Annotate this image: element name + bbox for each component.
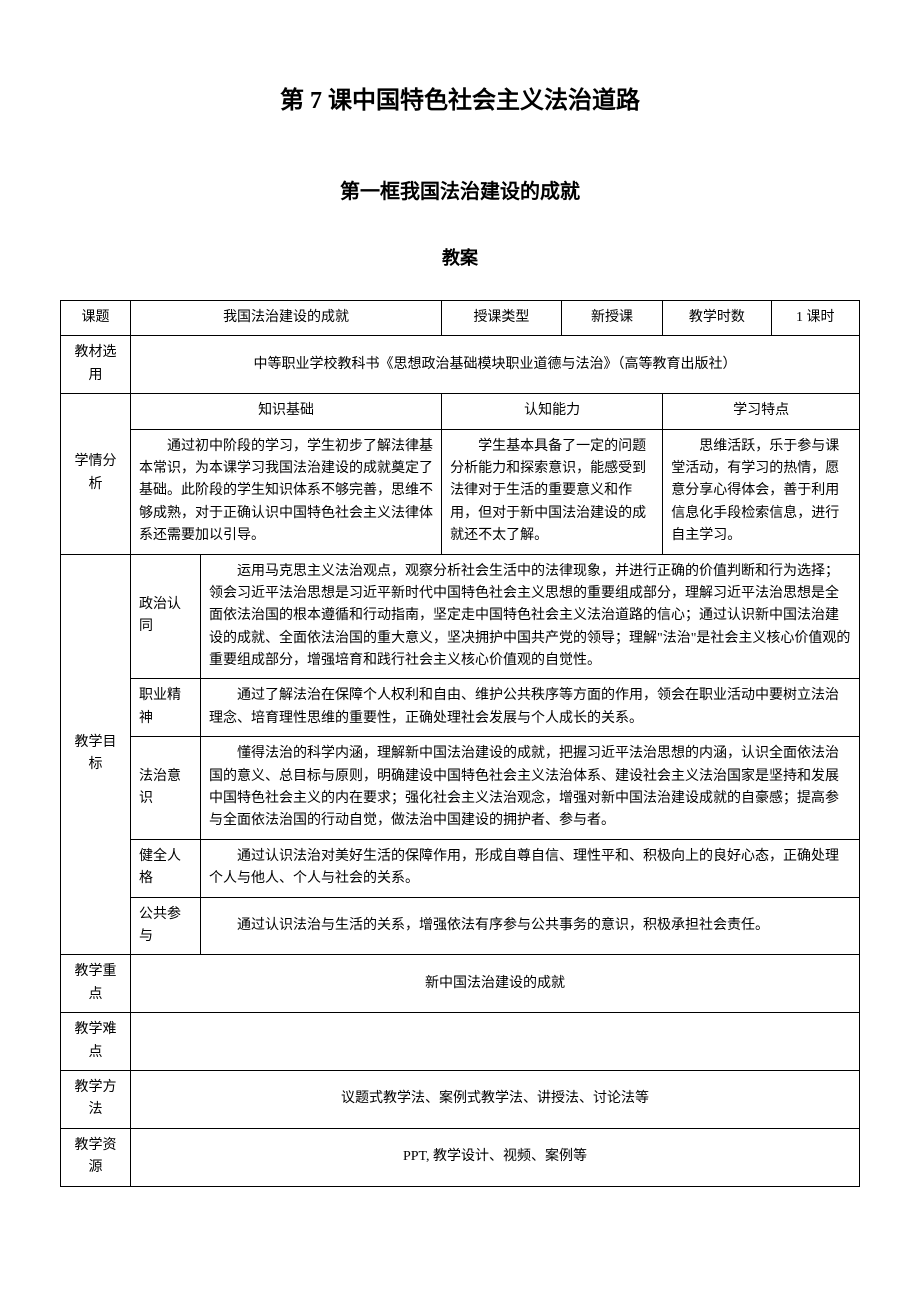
cell-textbook-value: 中等职业学校教科书《思想政治基础模块职业道德与法治》（高等教育出版社） xyxy=(131,336,860,394)
cell-cognition-content: 学生基本具备了一定的问题分析能力和探索意识，能感受到法律对于生活的重要意义和作用… xyxy=(442,429,663,554)
cell-topic-label: 课题 xyxy=(61,301,131,336)
cell-hours-label: 教学时数 xyxy=(663,301,771,336)
cell-participation-content: 通过认识法治与生活的关系，增强依法有序参与公共事务的意识，积极承担社会责任。 xyxy=(201,897,860,955)
cell-personality-content: 通过认识法治对美好生活的保障作用，形成自尊自信、理性平和、积极向上的良好心态，正… xyxy=(201,839,860,897)
cell-hours-value: 1 课时 xyxy=(771,301,859,336)
row-focus: 教学重点 新中国法治建设的成就 xyxy=(61,955,860,1013)
row-textbook: 教材选用 中等职业学校教科书《思想政治基础模块职业道德与法治》（高等教育出版社） xyxy=(61,336,860,394)
cell-analysis-label: 学情分析 xyxy=(61,394,131,554)
cell-personality-label: 健全人格 xyxy=(131,839,201,897)
cell-resources-content: PPT, 教学设计、视频、案例等 xyxy=(131,1128,860,1186)
cell-political-label: 政治认同 xyxy=(131,554,201,679)
cell-resources-label: 教学资源 xyxy=(61,1128,131,1186)
cell-topic-value: 我国法治建设的成就 xyxy=(131,301,442,336)
cell-cognition-header: 认知能力 xyxy=(442,394,663,429)
cell-participation-label: 公共参与 xyxy=(131,897,201,955)
cell-legal-content: 懂得法治的科学内涵，理解新中国法治建设的成就，把握习近平法治思想的内涵，认识全面… xyxy=(201,737,860,840)
row-goal-personality: 健全人格 通过认识法治对美好生活的保障作用，形成自尊自信、理性平和、积极向上的良… xyxy=(61,839,860,897)
lesson-plan-table: 课题 我国法治建设的成就 授课类型 新授课 教学时数 1 课时 教材选用 中等职… xyxy=(60,300,860,1187)
row-analysis-content: 通过初中阶段的学习，学生初步了解法律基本常识，为本课学习我国法治建设的成就奠定了… xyxy=(61,429,860,554)
cell-learning-header: 学习特点 xyxy=(663,394,860,429)
cell-type-label: 授课类型 xyxy=(442,301,562,336)
cell-legal-label: 法治意识 xyxy=(131,737,201,840)
row-goal-legal: 法治意识 懂得法治的科学内涵，理解新中国法治建设的成就，把握习近平法治思想的内涵… xyxy=(61,737,860,840)
cell-focus-label: 教学重点 xyxy=(61,955,131,1013)
cell-focus-content: 新中国法治建设的成就 xyxy=(131,955,860,1013)
cell-professional-label: 职业精神 xyxy=(131,679,201,737)
cell-goals-label: 教学目标 xyxy=(61,554,131,955)
cell-methods-label: 教学方法 xyxy=(61,1070,131,1128)
cell-difficulty-content xyxy=(131,1013,860,1071)
row-goal-participation: 公共参与 通过认识法治与生活的关系，增强依法有序参与公共事务的意识，积极承担社会… xyxy=(61,897,860,955)
row-difficulty: 教学难点 xyxy=(61,1013,860,1071)
cell-professional-content: 通过了解法治在保障个人权利和自由、维护公共秩序等方面的作用，领会在职业活动中要树… xyxy=(201,679,860,737)
cell-political-content: 运用马克思主义法治观点，观察分析社会生活中的法律现象，并进行正确的价值判断和行为… xyxy=(201,554,860,679)
row-goal-political: 教学目标 政治认同 运用马克思主义法治观点，观察分析社会生活中的法律现象，并进行… xyxy=(61,554,860,679)
row-methods: 教学方法 议题式教学法、案例式教学法、讲授法、讨论法等 xyxy=(61,1070,860,1128)
main-title: 第 7 课中国特色社会主义法治道路 xyxy=(60,80,860,115)
cell-methods-content: 议题式教学法、案例式教学法、讲授法、讨论法等 xyxy=(131,1070,860,1128)
row-goal-professional: 职业精神 通过了解法治在保障个人权利和自由、维护公共秩序等方面的作用，领会在职业… xyxy=(61,679,860,737)
sub-title: 第一框我国法治建设的成就 xyxy=(60,175,860,204)
cell-difficulty-label: 教学难点 xyxy=(61,1013,131,1071)
cell-learning-content: 思维活跃，乐于参与课堂活动，有学习的热情，愿意分享心得体会，善于利用信息化手段检… xyxy=(663,429,860,554)
row-analysis-headers: 学情分析 知识基础 认知能力 学习特点 xyxy=(61,394,860,429)
cell-knowledge-header: 知识基础 xyxy=(131,394,442,429)
row-topic: 课题 我国法治建设的成就 授课类型 新授课 教学时数 1 课时 xyxy=(61,301,860,336)
doc-label: 教案 xyxy=(60,244,860,270)
cell-knowledge-content: 通过初中阶段的学习，学生初步了解法律基本常识，为本课学习我国法治建设的成就奠定了… xyxy=(131,429,442,554)
cell-textbook-label: 教材选用 xyxy=(61,336,131,394)
cell-type-value: 新授课 xyxy=(561,301,662,336)
row-resources: 教学资源 PPT, 教学设计、视频、案例等 xyxy=(61,1128,860,1186)
